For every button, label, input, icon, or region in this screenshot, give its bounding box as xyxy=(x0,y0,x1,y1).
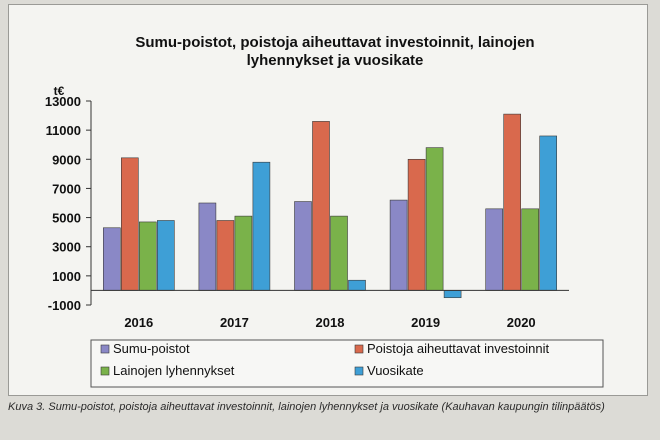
bar xyxy=(389,199,408,291)
bar xyxy=(139,221,157,291)
x-axis-categories: 2016 2017 2018 2019 2020 xyxy=(124,315,535,330)
legend-swatch xyxy=(354,344,364,354)
bar xyxy=(103,227,121,291)
bar xyxy=(503,113,522,291)
y-axis-ticks: 13000 11000 9000 7000 5000 3000 1000 -1000 xyxy=(45,94,91,313)
bar xyxy=(216,220,235,291)
bar xyxy=(121,157,139,291)
legend-label: Vuosikate xyxy=(367,363,424,378)
y-tick-label: 7000 xyxy=(52,181,81,196)
bar xyxy=(330,215,348,291)
bar xyxy=(157,220,175,291)
bar xyxy=(443,290,462,299)
x-category-label: 2020 xyxy=(507,315,536,330)
y-tick-label: 5000 xyxy=(52,211,81,226)
legend-swatch xyxy=(354,366,364,376)
bar-chart: Sumu-poistot, poistoja aiheuttavat inves… xyxy=(45,34,604,388)
x-category-label: 2016 xyxy=(124,315,153,330)
bar xyxy=(425,147,444,291)
y-tick-label: 1000 xyxy=(52,269,81,284)
legend: Sumu-poistot Poistoja aiheuttavat investo… xyxy=(100,341,550,378)
legend-label: Poistoja aiheuttavat investoinnit xyxy=(367,341,550,356)
legend-label: Sumu-poistot xyxy=(113,341,190,356)
x-category-label: 2019 xyxy=(411,315,440,330)
chart-title: Sumu-poistot, poistoja aiheuttavat inves… xyxy=(135,34,534,69)
chart-title-line-2: lyhennykset ja vuosikate xyxy=(247,52,424,69)
chart-title-line-1: Sumu-poistot, poistoja aiheuttavat inves… xyxy=(135,34,534,51)
figure-caption: Kuva 3. Sumu-poistot, poistoja aiheuttav… xyxy=(8,401,605,413)
y-tick-label: 9000 xyxy=(52,152,81,167)
bar xyxy=(521,208,540,291)
x-category-label: 2018 xyxy=(316,315,345,330)
y-tick-label: -1000 xyxy=(48,298,81,313)
y-tick-label: 3000 xyxy=(52,240,81,255)
y-axis-unit: t€ xyxy=(54,84,65,98)
bar xyxy=(407,158,426,291)
legend-label: Lainojen lyhennykset xyxy=(113,363,235,378)
bar xyxy=(294,201,312,291)
y-tick-label: 13000 xyxy=(45,94,81,109)
bar xyxy=(198,202,217,291)
legend-swatch xyxy=(100,344,110,354)
chart-frame: Sumu-poistot, poistoja aiheuttavat inves… xyxy=(8,4,648,396)
x-category-label: 2017 xyxy=(220,315,249,330)
bar xyxy=(485,208,504,291)
legend-swatch xyxy=(100,366,110,376)
bar xyxy=(348,279,366,291)
axes xyxy=(90,101,569,305)
bar xyxy=(312,121,330,291)
legend-box xyxy=(90,339,604,388)
bar xyxy=(252,161,271,291)
y-tick-label: 11000 xyxy=(46,123,81,138)
bar xyxy=(539,135,558,291)
bar xyxy=(234,215,253,291)
bars xyxy=(103,113,558,299)
